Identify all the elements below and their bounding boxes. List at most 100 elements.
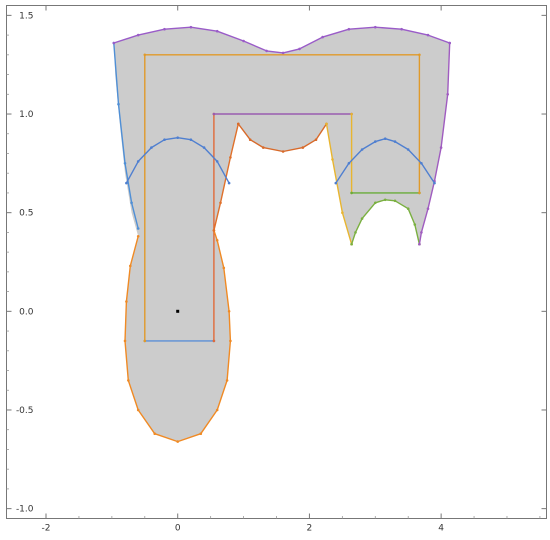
series-16-point-3	[360, 148, 364, 151]
series-13-point-5	[439, 146, 443, 149]
series-12-point-4	[374, 201, 377, 205]
series-12-point-1	[350, 242, 353, 246]
series-15-point-5	[176, 136, 179, 139]
marker-layer	[176, 309, 180, 313]
y-tick-label: 1.0	[19, 110, 34, 120]
series-2-point-1	[212, 339, 216, 343]
series-10-point-2	[248, 138, 252, 141]
series-5-point-1	[350, 191, 353, 195]
y-tick-label: -1.0	[16, 505, 34, 515]
series-8-point-15	[215, 239, 219, 242]
series-8-point-9	[199, 432, 203, 436]
series-15-point-4	[163, 138, 166, 141]
series-14-point-2	[136, 33, 140, 37]
series-16-point-7	[406, 148, 410, 151]
series-8-point-11	[225, 379, 229, 382]
series-13-point-1	[418, 242, 421, 246]
series-13-point-6	[446, 93, 450, 96]
series-9-point-3	[229, 156, 232, 159]
series-8-point-6	[136, 408, 140, 412]
series-12-point-2	[354, 231, 357, 234]
x-tick-label: 0	[175, 524, 181, 534]
series-10-point-5	[301, 146, 305, 149]
series-15-point-2	[136, 160, 140, 163]
series-14-point-15	[448, 41, 452, 45]
series-15-point-1	[125, 181, 128, 185]
series-14-point-14	[426, 33, 430, 37]
series-8-point-10	[215, 408, 219, 412]
series-14-point-13	[400, 27, 403, 31]
series-9-point-1	[212, 229, 216, 232]
series-9-point-2	[219, 201, 222, 205]
series-line-6	[144, 54, 421, 341]
series-8-point-5	[127, 379, 130, 382]
x-tick-label: 4	[438, 524, 444, 534]
series-6-point-1	[418, 191, 421, 195]
series-8-point-8	[176, 440, 179, 443]
series-6-point-3	[143, 53, 147, 57]
series-15-point-8	[215, 160, 219, 163]
series-8-point-12	[229, 339, 232, 343]
series-16-point-4	[374, 140, 377, 143]
series-14-point-1	[112, 41, 116, 45]
series-8-point-4	[123, 339, 127, 343]
series-16-point-9	[433, 181, 436, 185]
series-14-point-5	[215, 29, 219, 33]
series-7-point-5	[136, 227, 140, 230]
series-16-point-8	[420, 162, 423, 165]
series-11-point-2	[331, 158, 334, 161]
series-13-point-2	[420, 231, 423, 234]
series-7-point-3	[123, 162, 127, 165]
series-7-point-4	[130, 201, 133, 205]
y-tick-label: 0.5	[19, 209, 33, 219]
series-12-point-7	[406, 207, 410, 210]
series-12-point-5	[383, 198, 387, 202]
curve-layer	[112, 25, 452, 443]
series-10-point-3	[262, 146, 265, 149]
y-tick-label: 0.0	[19, 307, 34, 317]
series-6-point-2	[418, 53, 421, 57]
series-16-point-1	[334, 181, 338, 185]
series-16-point-6	[393, 140, 397, 143]
series-12-point-3	[360, 217, 364, 220]
series-12-point-8	[413, 223, 417, 226]
series-line-11	[325, 123, 353, 245]
series-15-point-7	[202, 146, 206, 149]
series-16-point-5	[383, 137, 387, 140]
series-14-point-8	[281, 51, 285, 55]
series-15-point-9	[227, 181, 231, 185]
series-4-point-1	[350, 112, 353, 116]
series-line-9	[213, 123, 239, 231]
series-10-point-1	[237, 122, 240, 126]
series-15-point-6	[189, 138, 193, 141]
series-10-point-6	[314, 138, 318, 141]
series-14-point-12	[374, 25, 377, 29]
y-tick-label: -0.5	[16, 406, 34, 416]
origin-marker	[176, 309, 180, 313]
series-14-point-9	[298, 47, 301, 51]
series-3-point-1	[212, 112, 216, 116]
series-14-point-7	[265, 49, 268, 53]
series-7-point-2	[117, 102, 120, 106]
series-line-8	[124, 230, 232, 443]
series-12-point-6	[393, 199, 397, 203]
series-10-point-4	[281, 150, 285, 153]
series-15-point-3	[150, 146, 153, 149]
axis-ticks: -2 0 2 4 -1.0 -0.5 0.0 0.5 1.0 1.5	[6, 5, 547, 534]
series-11-point-3	[341, 211, 344, 214]
series-14-point-10	[321, 35, 324, 39]
series-11-point-1	[325, 122, 328, 126]
y-tick-label: 1.5	[19, 11, 33, 21]
series-8-point-3	[125, 300, 128, 303]
series-13-point-3	[426, 207, 430, 210]
series-16-point-2	[347, 162, 351, 165]
series-14-point-4	[189, 25, 193, 29]
series-8-point-14	[222, 266, 226, 270]
series-6-point-4	[143, 339, 147, 343]
series-14-point-3	[163, 27, 166, 31]
series-8-point-7	[153, 432, 156, 436]
shaded-region-layer	[113, 27, 450, 442]
series-8-point-1	[136, 235, 140, 238]
series-8-point-2	[129, 264, 132, 268]
